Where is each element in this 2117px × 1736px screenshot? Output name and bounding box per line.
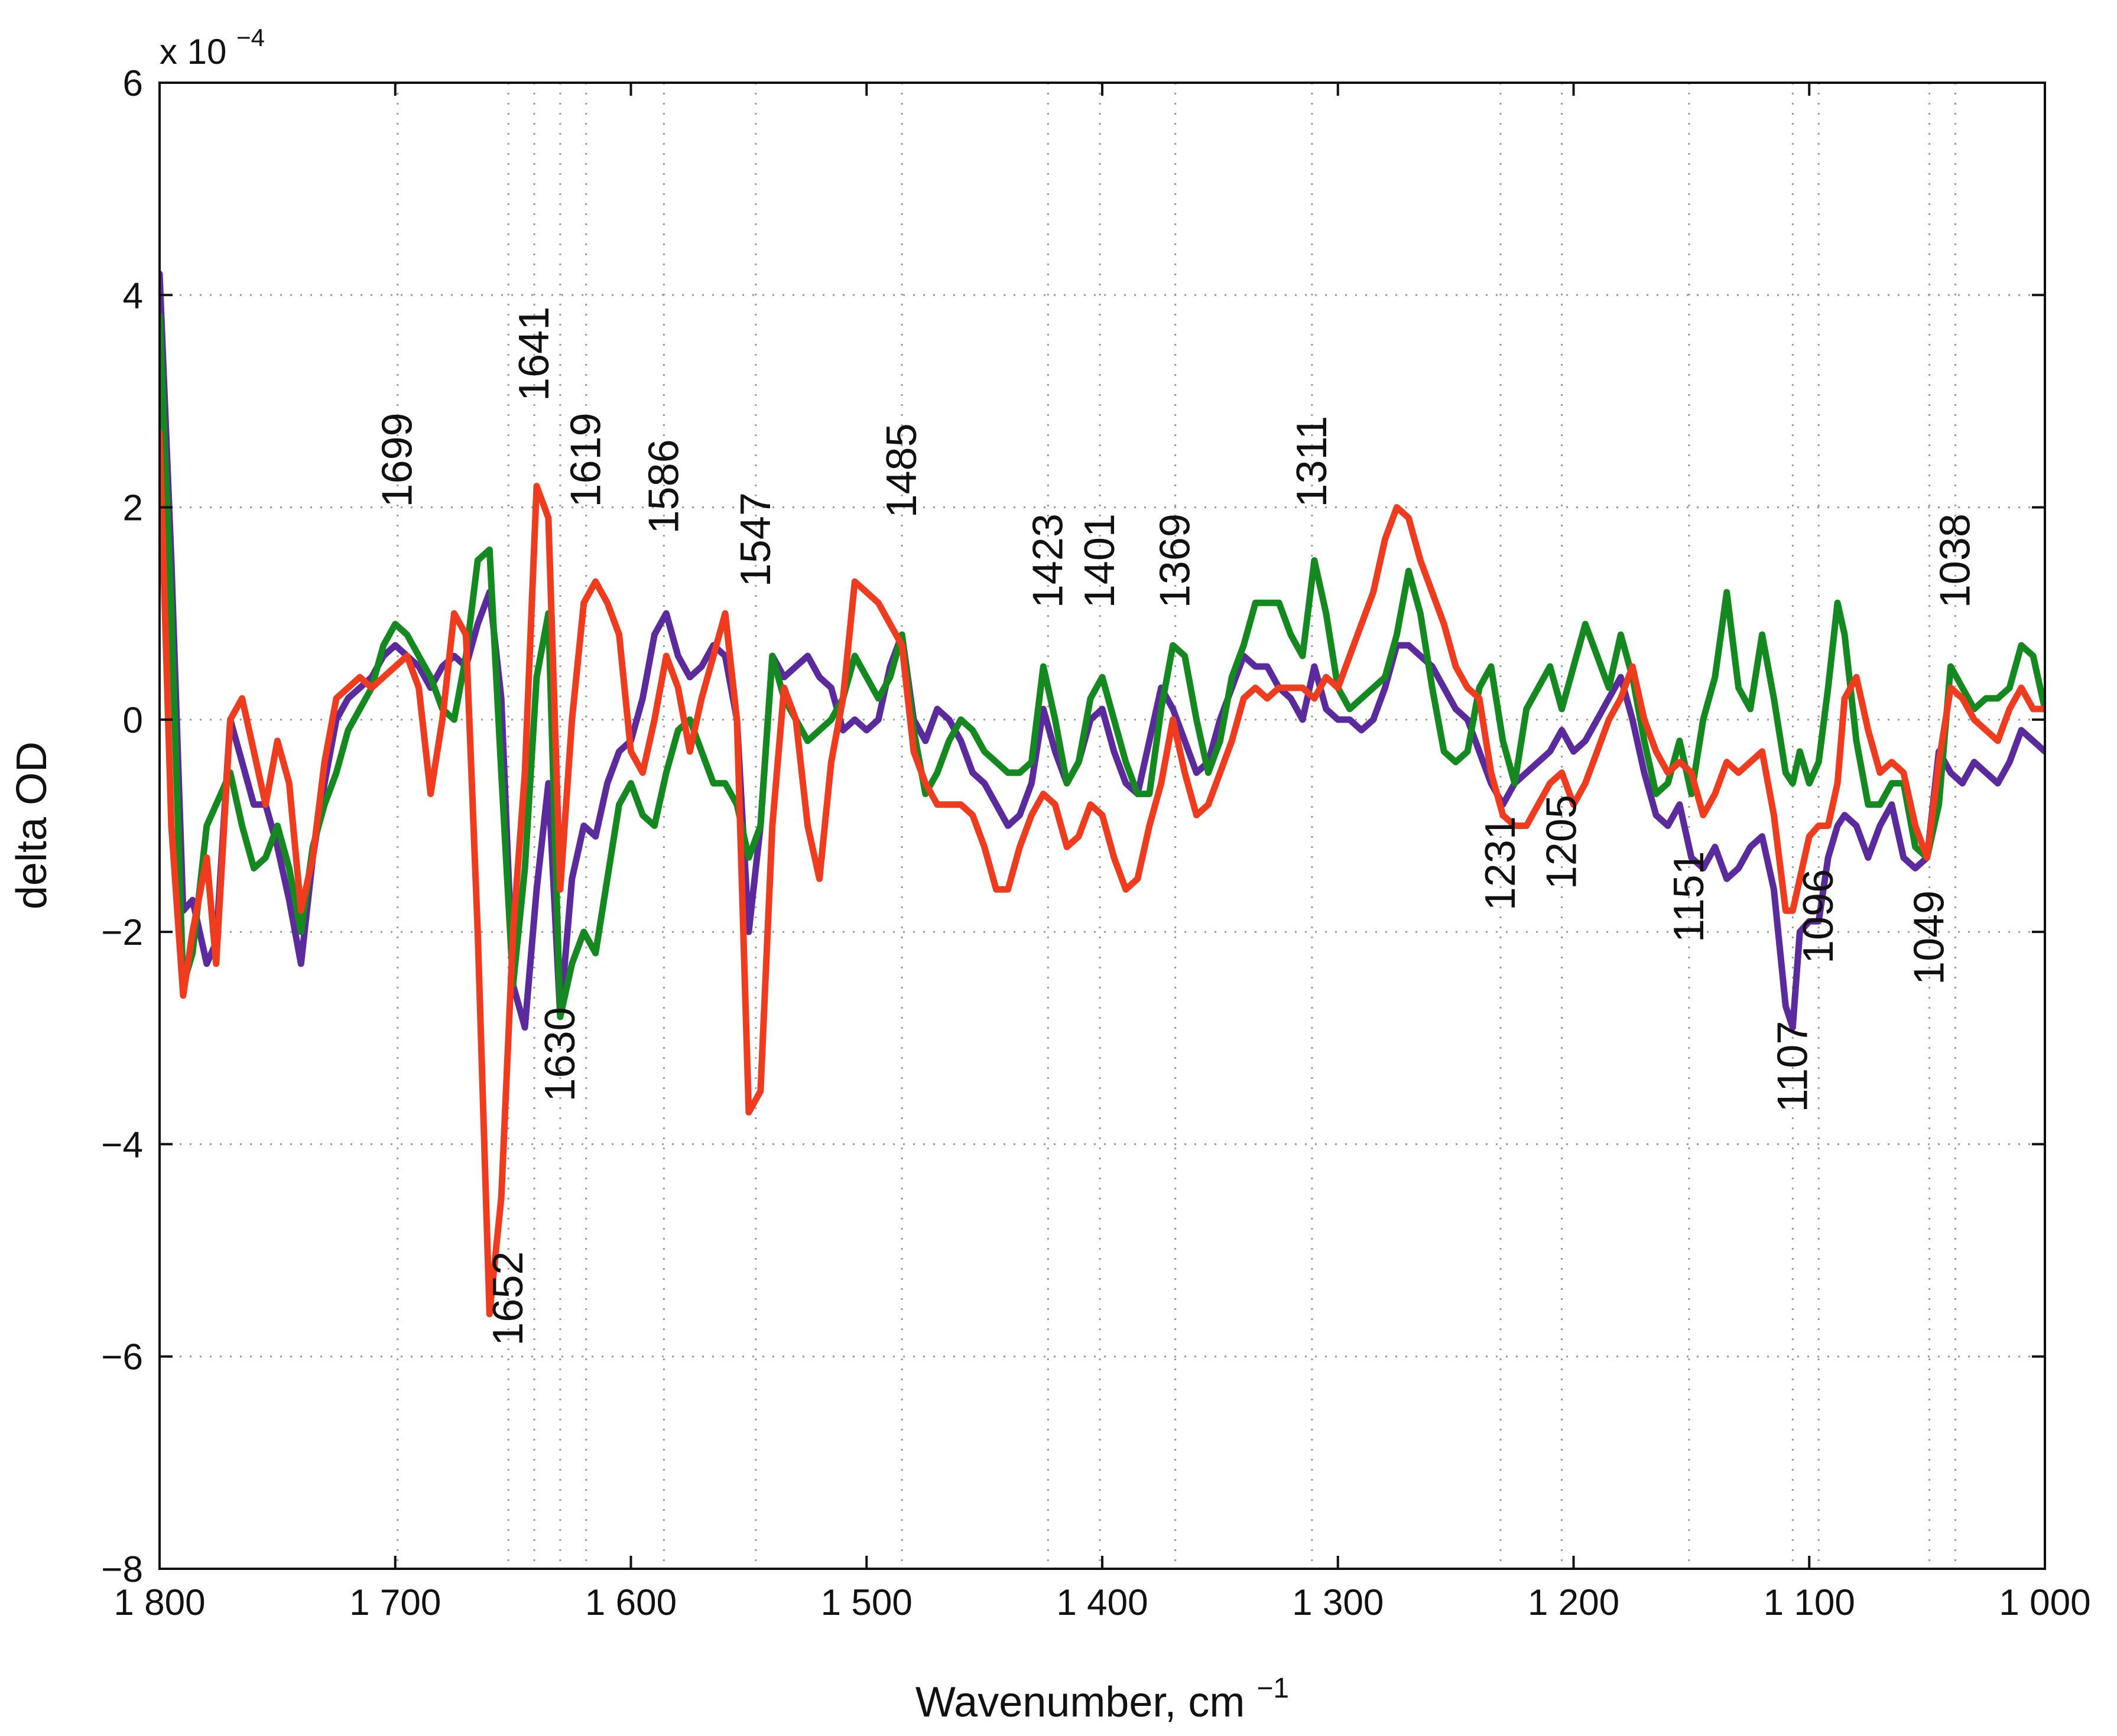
peak-label: 1311 [1288,416,1336,508]
peak-label: 1699 [374,412,421,507]
peak-label: 1641 [511,307,558,401]
y-tick-label: 4 [123,275,143,316]
peak-label: 1630 [537,1007,584,1101]
peak-label: 1586 [640,439,687,534]
y-tick-label: −8 [101,1549,143,1590]
series-line-purple [160,270,2045,1031]
x-axis-title-superscript: −1 [1256,1673,1289,1704]
peak-label: 1231 [1477,816,1524,911]
y-tick-label: 6 [123,63,143,104]
y-tick-label: 0 [123,700,143,741]
y-axis-title: delta OD [8,742,56,909]
x-tick-label: 1 400 [1056,1582,1148,1623]
peak-label: 1151 [1665,851,1713,942]
peak-label: 1205 [1538,795,1586,889]
y-tick-label: −2 [101,912,143,953]
x-tick-label: 1 200 [1528,1582,1619,1623]
peak-label: 1485 [878,423,926,518]
peak-label: 1038 [1931,513,1979,608]
peak-label: 1049 [1906,890,1953,985]
x-tick-label: 1 500 [821,1582,913,1623]
x-tick-label: 1 000 [1999,1582,2090,1623]
peak-label: 1369 [1152,513,1199,608]
x-tick-label: 1 600 [585,1582,677,1623]
series-line-green [160,313,2045,1020]
peak-label: 1401 [1076,513,1124,608]
series-lines [160,270,2045,1318]
y-tick-label: 2 [123,488,143,529]
x-tick-label: 1 700 [349,1582,441,1623]
peak-label: 1619 [563,412,610,507]
x-axis-title: Wavenumber, cm −1 [915,1673,1289,1726]
x-tick-label: 1 300 [1292,1582,1384,1623]
y-tick-label: −6 [101,1337,143,1378]
peak-label: 1547 [732,492,780,587]
peak-label: 1652 [485,1251,532,1346]
x-tick-label: 1 800 [113,1582,205,1623]
series-line-red [160,430,2045,1318]
peak-label: 1423 [1024,513,1072,608]
peak-label: 1096 [1795,869,1842,964]
peak-label: 1107 [1769,1021,1816,1113]
y-tick-label: −4 [101,1124,143,1165]
y-axis-multiplier-exponent: −4 [236,24,265,51]
y-axis-multiplier: x 10 −4 [160,24,265,71]
axis-ticks: 1 800 1 700 1 600 1 500 1 400 1 300 1 200 1 100… [101,63,2090,1623]
x-tick-label: 1 100 [1764,1582,1855,1623]
